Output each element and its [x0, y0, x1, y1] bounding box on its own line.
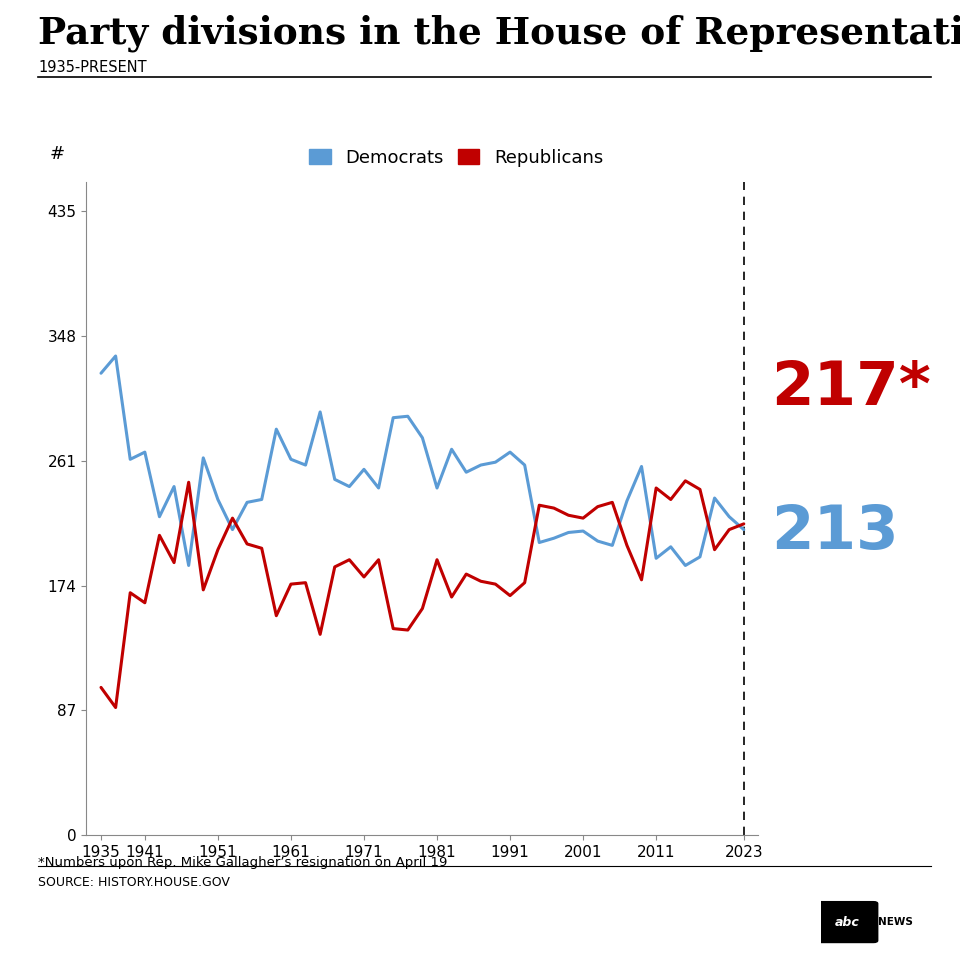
Text: NEWS: NEWS — [878, 917, 913, 927]
Text: *Numbers upon Rep. Mike Gallagher’s resignation on April 19: *Numbers upon Rep. Mike Gallagher’s resi… — [38, 856, 447, 870]
Text: SOURCE: HISTORY.HOUSE.GOV: SOURCE: HISTORY.HOUSE.GOV — [38, 876, 230, 889]
Text: 217*: 217* — [771, 359, 930, 419]
Text: Party divisions in the House of Representatives: Party divisions in the House of Represen… — [38, 14, 960, 52]
Text: #: # — [49, 145, 64, 163]
Legend: Democrats, Republicans: Democrats, Republicans — [309, 149, 603, 167]
FancyBboxPatch shape — [816, 900, 878, 943]
Text: 1935-PRESENT: 1935-PRESENT — [38, 60, 147, 75]
Text: 213: 213 — [771, 503, 899, 563]
Text: abc: abc — [835, 916, 859, 928]
